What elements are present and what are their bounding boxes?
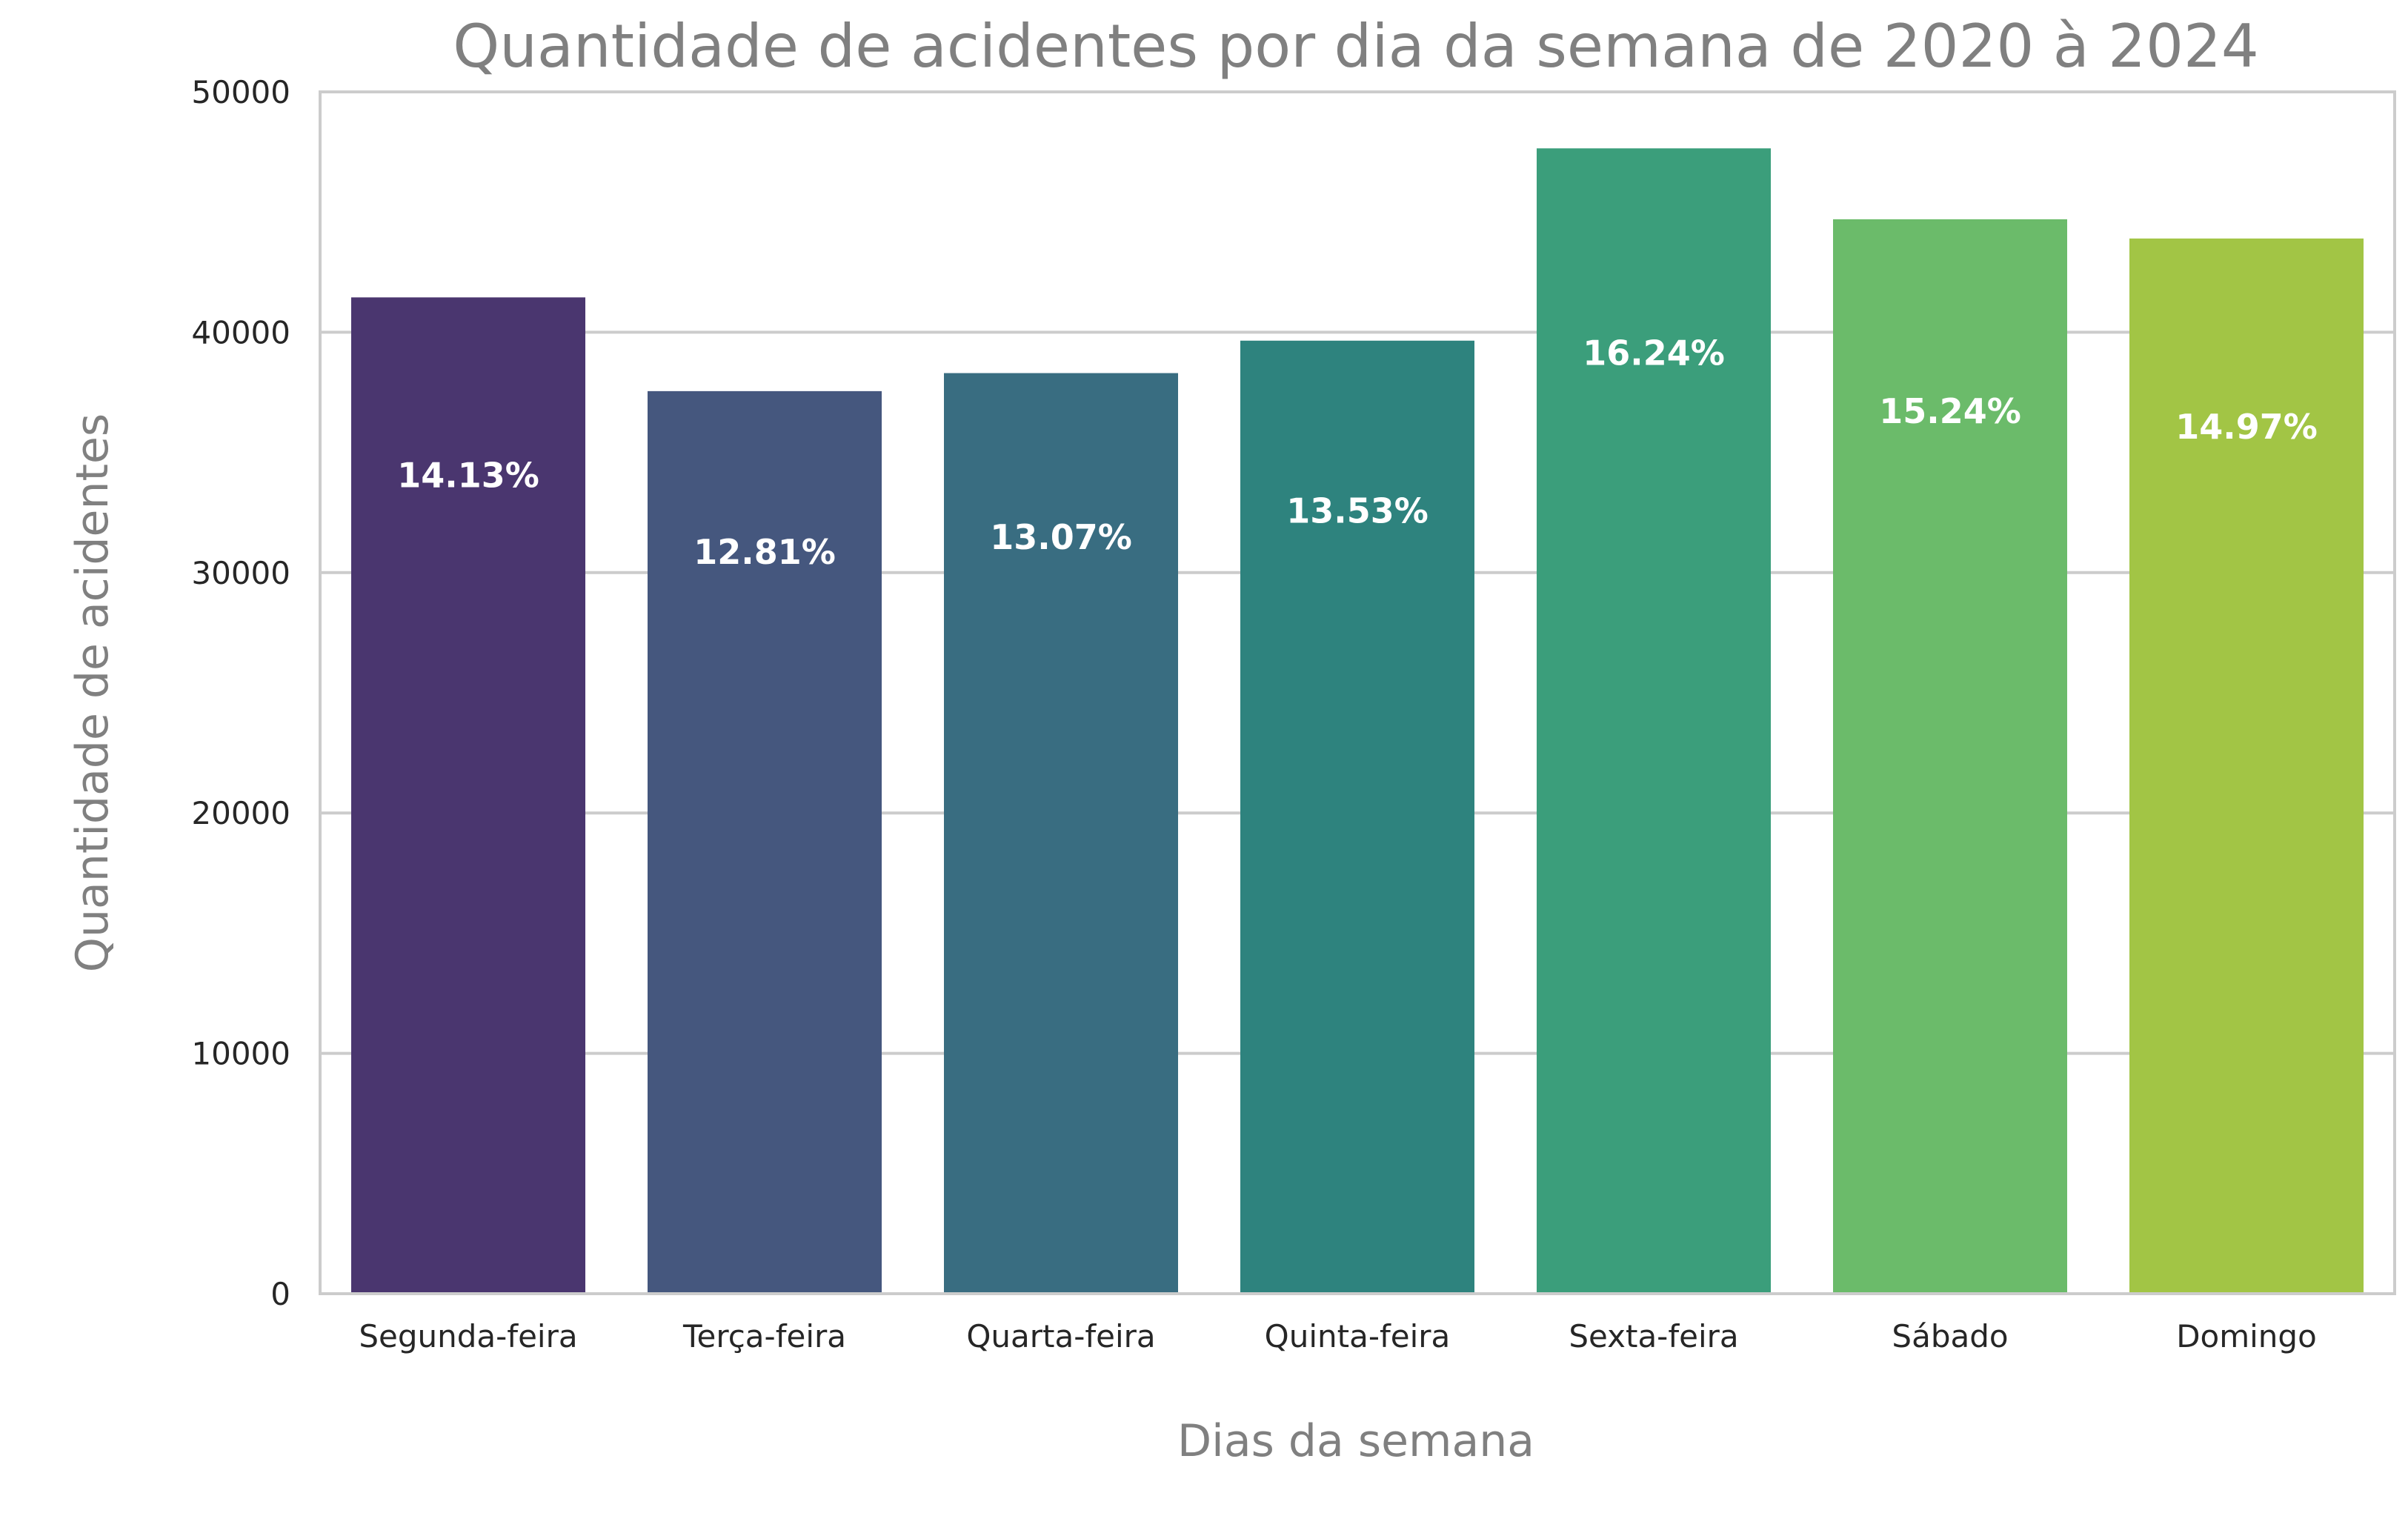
bar-percent-label: 13.53% — [1286, 491, 1428, 531]
bar-percent-label: 12.81% — [694, 532, 836, 572]
y-tick-label: 10000 — [191, 1036, 290, 1072]
y-tick-label: 20000 — [191, 795, 290, 831]
bar-percent-label: 15.24% — [1879, 391, 2021, 431]
bar — [1240, 340, 1474, 1294]
bar — [1833, 219, 2067, 1294]
y-axis-label: Quantidade de acidentes — [67, 413, 119, 972]
bar — [1537, 148, 1771, 1294]
y-tick-label: 50000 — [191, 74, 290, 110]
bar — [944, 373, 1178, 1294]
bar — [648, 390, 882, 1294]
x-tick-label: Sábado — [1892, 1318, 2008, 1354]
bar — [2129, 238, 2364, 1294]
x-tick-label: Quarta-feira — [966, 1318, 1155, 1354]
y-tick-label: 0 — [270, 1276, 290, 1312]
y-tick-label: 40000 — [191, 314, 290, 350]
bar-percent-label: 16.24% — [1583, 333, 1725, 373]
bars — [351, 148, 2364, 1294]
chart-title: Quantidade de acidentes por dia da seman… — [453, 12, 2259, 81]
x-tick-label: Domingo — [2176, 1318, 2317, 1354]
x-tick-label: Segunda-feira — [359, 1318, 577, 1354]
bar-percent-label: 14.13% — [397, 455, 539, 495]
bar-value-labels: 14.13% 12.81% 13.07% 13.53% 16.24% 15.24% 14.9… — [397, 333, 2318, 572]
x-tick-label: Quinta-feira — [1265, 1318, 1451, 1354]
bar-percent-label: 13.07% — [990, 517, 1132, 557]
x-tick-label: Sexta-feira — [1569, 1318, 1738, 1354]
x-axis-ticks: Segunda-feira Terça-feira Quarta-feira Quin… — [359, 1318, 2316, 1354]
bar-percent-label: 14.97% — [2175, 407, 2318, 447]
x-axis-label: Dias da semana — [1177, 1415, 1534, 1467]
y-tick-label: 30000 — [191, 555, 290, 591]
x-tick-label: Terça-feira — [682, 1318, 846, 1354]
y-axis-ticks: 0 10000 20000 30000 40000 50000 — [191, 74, 290, 1312]
bar — [351, 297, 585, 1294]
plot-frame — [319, 90, 2396, 1295]
